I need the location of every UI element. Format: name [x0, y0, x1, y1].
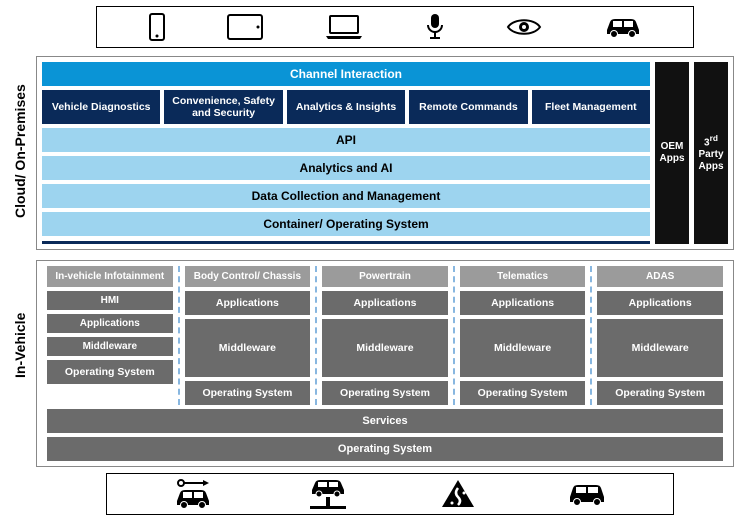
block-body-apps: Applications [185, 291, 311, 315]
vehicle-columns: In-vehicle Infotainment HMI Applications… [42, 266, 728, 405]
eye-icon [506, 16, 542, 38]
col-telematics: Telematics Applications Middleware Opera… [455, 266, 593, 405]
vehicle-section: In-vehicle Infotainment HMI Applications… [36, 260, 734, 467]
third-party-apps-col: 3rd Party Apps [694, 62, 728, 244]
block-infotainment-os: Operating System [47, 360, 173, 384]
head-adas: ADAS [597, 266, 723, 287]
cloud-section-label: Cloud/ On-Premises [12, 98, 28, 218]
warning-road-icon [441, 479, 475, 509]
block-telematics-mw: Middleware [460, 319, 586, 377]
head-infotainment: In-vehicle Infotainment [47, 266, 173, 287]
vehicle-services-bar: Services [47, 409, 723, 433]
vehicle-section-label: In-Vehicle [12, 318, 28, 378]
phone-icon [148, 13, 166, 41]
block-hmi: HMI [47, 291, 173, 310]
col-powertrain: Powertrain Applications Middleware Opera… [317, 266, 455, 405]
cap-fleet-management: Fleet Management [532, 90, 650, 124]
cap-vehicle-diagnostics: Vehicle Diagnostics [42, 90, 160, 124]
cloud-section: Channel Interaction Vehicle Diagnostics … [36, 56, 734, 250]
vehicle-os-bar: Operating System [47, 437, 723, 461]
head-body-control: Body Control/ Chassis [185, 266, 311, 287]
block-powertrain-mw: Middleware [322, 319, 448, 377]
car-icon [603, 15, 643, 39]
block-adas-apps: Applications [597, 291, 723, 315]
block-telematics-os: Operating System [460, 381, 586, 405]
channel-interaction-bar: Channel Interaction [42, 62, 650, 86]
car-lift-icon [306, 478, 350, 510]
bottom-icon-row [106, 473, 674, 515]
mic-icon [425, 13, 445, 41]
block-adas-os: Operating System [597, 381, 723, 405]
layer-api: API [42, 128, 650, 152]
layer-analytics-ai: Analytics and AI [42, 156, 650, 180]
head-powertrain: Powertrain [322, 266, 448, 287]
block-infotainment-apps: Applications [47, 314, 173, 333]
col-body-control: Body Control/ Chassis Applications Middl… [180, 266, 318, 405]
layer-data-collection: Data Collection and Management [42, 184, 650, 208]
col-infotainment: In-vehicle Infotainment HMI Applications… [42, 266, 180, 405]
tablet-icon [227, 14, 263, 40]
block-adas-mw: Middleware [597, 319, 723, 377]
cap-convenience-safety: Convenience, Safety and Security [164, 90, 282, 124]
cloud-capabilities-row: Vehicle Diagnostics Convenience, Safety … [42, 90, 650, 124]
oem-apps-col: OEM Apps [655, 62, 689, 244]
cap-remote-commands: Remote Commands [409, 90, 527, 124]
cloud-main-stack: Channel Interaction Vehicle Diagnostics … [42, 62, 650, 244]
laptop-icon [324, 14, 364, 40]
car-solid-icon [566, 481, 608, 507]
col-adas: ADAS Applications Middleware Operating S… [592, 266, 728, 405]
cloud-underline [42, 241, 650, 244]
block-body-mw: Middleware [185, 319, 311, 377]
cap-analytics-insights: Analytics & Insights [287, 90, 405, 124]
block-powertrain-os: Operating System [322, 381, 448, 405]
block-infotainment-mw: Middleware [47, 337, 173, 356]
block-telematics-apps: Applications [460, 291, 586, 315]
top-icon-row [96, 6, 694, 48]
head-telematics: Telematics [460, 266, 586, 287]
car-wrench-icon [173, 479, 215, 509]
layer-container-os: Container/ Operating System [42, 212, 650, 236]
block-body-os: Operating System [185, 381, 311, 405]
block-powertrain-apps: Applications [322, 291, 448, 315]
